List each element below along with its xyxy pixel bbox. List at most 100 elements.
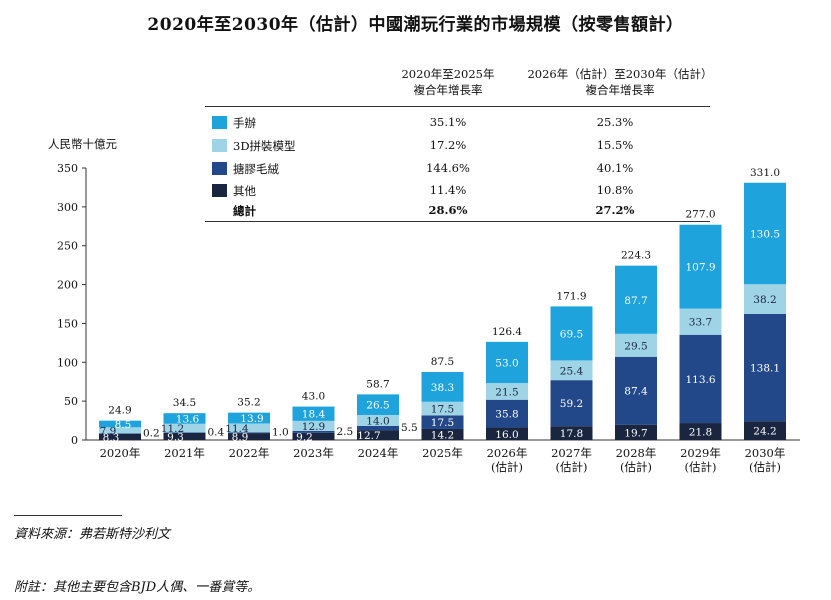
bar-segment-others bbox=[163, 432, 206, 440]
bar-segment-3d-model bbox=[679, 308, 722, 335]
bar-segment-vinyl-plush bbox=[357, 425, 399, 431]
y-tick-label: 200 bbox=[57, 279, 78, 292]
bar-segment-figures bbox=[615, 265, 657, 334]
data-label-total: 58.7 bbox=[366, 378, 389, 390]
data-label-others: 9.3 bbox=[167, 431, 184, 443]
bar-segment-others bbox=[744, 421, 786, 440]
data-label-figures: 69.5 bbox=[560, 328, 583, 340]
data-label-vinyl-plush: 35.8 bbox=[495, 409, 518, 421]
data-label-vinyl-plush: 138.1 bbox=[750, 363, 780, 375]
data-label-others: 8.9 bbox=[232, 432, 249, 444]
bar-segment-vinyl-plush bbox=[421, 415, 464, 429]
bar-segment-3d-model bbox=[615, 333, 657, 357]
y-tick-label: 300 bbox=[57, 201, 78, 214]
x-tick-label: 2020年 bbox=[100, 446, 141, 460]
bar-segment-3d-model bbox=[421, 401, 464, 416]
cagr1-others: 11.4% bbox=[429, 183, 467, 197]
data-label-3d-model: 11.2 bbox=[161, 423, 184, 435]
bar-segment-vinyl-plush bbox=[228, 432, 270, 434]
cagr-header-line: 2026年（估計）至2030年（估計） bbox=[527, 67, 713, 81]
data-label-total: 24.9 bbox=[108, 405, 131, 417]
legend-swatch-figures bbox=[212, 116, 227, 129]
source-note: 資料來源：弗若斯特沙利文 bbox=[14, 527, 171, 542]
data-label-others: 21.8 bbox=[689, 427, 712, 439]
legend-label: 其他 bbox=[233, 184, 256, 198]
legend-label: 搪膠毛絨 bbox=[233, 162, 279, 176]
bar-segment-figures bbox=[679, 224, 722, 309]
bar-segment-3d-model bbox=[357, 414, 399, 426]
data-label-others: 12.7 bbox=[357, 430, 380, 442]
data-label-total: 35.2 bbox=[237, 397, 260, 409]
bar-segment-3d-model bbox=[99, 427, 141, 434]
data-label-3d-model: 25.4 bbox=[560, 365, 584, 377]
bar-segment-vinyl-plush bbox=[292, 430, 335, 433]
data-label-others: 17.8 bbox=[560, 428, 583, 440]
cagr-header-line: 複合年增長率 bbox=[413, 83, 483, 97]
cagr1-vinyl-plush: 144.6% bbox=[426, 161, 470, 175]
legend-bottom-rule bbox=[205, 221, 710, 222]
data-label-3d-model: 38.2 bbox=[753, 294, 776, 306]
cagr2-figures: 25.3% bbox=[596, 115, 634, 129]
data-label-vinyl-plush: 0.2 bbox=[143, 427, 160, 439]
data-label-total: 171.9 bbox=[556, 290, 586, 302]
x-tick-label: 2029年 bbox=[680, 446, 721, 460]
data-label-vinyl-plush: 59.2 bbox=[560, 398, 583, 410]
bar-segment-others bbox=[486, 427, 528, 440]
x-tick-label: (估計) bbox=[685, 460, 717, 474]
cagr2-others: 10.8% bbox=[596, 183, 634, 197]
data-label-3d-model: 21.5 bbox=[495, 386, 518, 398]
bar-segment-others bbox=[99, 433, 141, 440]
legend-top-rule bbox=[205, 106, 710, 107]
bar-segment-figures bbox=[357, 394, 399, 415]
y-tick-label: 350 bbox=[57, 162, 78, 175]
bar-segment-others bbox=[292, 432, 335, 440]
x-tick-label: 2027年 bbox=[551, 446, 592, 460]
data-label-figures: 107.9 bbox=[685, 262, 715, 274]
data-label-3d-model: 17.5 bbox=[431, 404, 454, 416]
bar-segment-figures bbox=[550, 306, 593, 361]
bar-segment-3d-model bbox=[550, 360, 593, 381]
x-tick-label: (估計) bbox=[556, 460, 588, 474]
x-tick-label: 2030年 bbox=[745, 446, 786, 460]
bar-segment-others bbox=[615, 424, 657, 440]
legend-label: 3D拼裝模型 bbox=[233, 139, 296, 153]
data-label-3d-model: 14.0 bbox=[366, 415, 389, 427]
bar-segment-figures bbox=[163, 413, 206, 424]
bar-segment-3d-model bbox=[163, 423, 206, 433]
data-label-vinyl-plush: 87.4 bbox=[624, 386, 648, 398]
y-tick-label: 0 bbox=[71, 434, 78, 447]
data-label-figures: 87.7 bbox=[624, 295, 647, 307]
data-label-others: 14.2 bbox=[431, 429, 454, 441]
bar-segment-figures bbox=[99, 420, 141, 428]
data-label-total: 87.5 bbox=[431, 356, 454, 368]
data-label-total: 224.3 bbox=[621, 250, 651, 262]
data-label-3d-model: 12.9 bbox=[302, 421, 325, 433]
data-label-total: 43.0 bbox=[302, 391, 325, 403]
data-label-others: 9.2 bbox=[296, 431, 313, 443]
data-label-total: 126.4 bbox=[492, 326, 522, 338]
chart-title: 2020年至2030年（估計）中國潮玩行業的市場規模（按零售額計） bbox=[147, 15, 684, 35]
bar-segment-figures bbox=[744, 182, 786, 285]
x-tick-label: 2021年 bbox=[164, 446, 205, 460]
x-tick-label: 2025年 bbox=[422, 446, 463, 460]
legend-label: 手辦 bbox=[233, 116, 256, 130]
bar-segment-figures bbox=[292, 406, 335, 421]
data-label-vinyl-plush: 1.0 bbox=[272, 427, 289, 439]
cagr-header-2020-2025: 2020年至2025年 複合年增長率 bbox=[388, 66, 508, 98]
cagr-header-line: 複合年增長率 bbox=[585, 83, 655, 97]
x-tick-label: 2022年 bbox=[229, 446, 270, 460]
data-label-figures: 13.9 bbox=[240, 413, 263, 425]
bar-segment-vinyl-plush bbox=[615, 356, 657, 425]
legend-label-total: 總計 bbox=[233, 204, 256, 218]
data-label-total: 331.0 bbox=[750, 167, 780, 179]
data-label-3d-model: 7.9 bbox=[100, 425, 117, 437]
data-label-others: 24.2 bbox=[753, 426, 776, 438]
bar-segment-vinyl-plush bbox=[679, 334, 722, 424]
legend-swatch-others bbox=[212, 184, 227, 197]
data-label-others: 16.0 bbox=[495, 429, 518, 441]
y-tick-label: 100 bbox=[57, 356, 78, 369]
data-label-vinyl-plush: 2.5 bbox=[337, 426, 354, 438]
cagr1-figures: 35.1% bbox=[429, 115, 467, 129]
bar-segment-vinyl-plush bbox=[744, 313, 786, 422]
